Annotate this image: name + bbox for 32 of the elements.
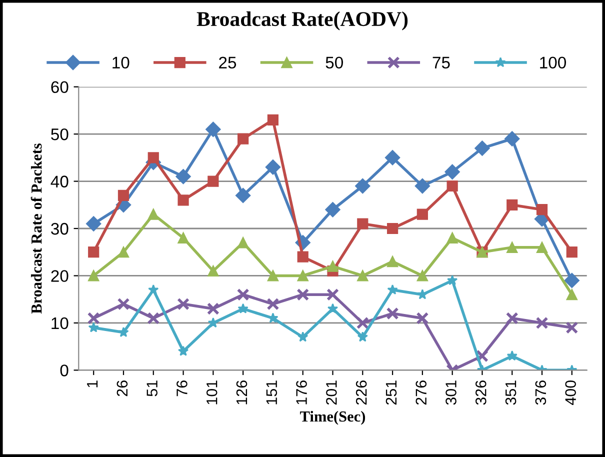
x-tick-label: 251: [386, 380, 397, 405]
x-tick-label: 76: [176, 380, 188, 396]
x-tick-label: 126: [236, 380, 248, 404]
x-tick-label: 400: [565, 380, 576, 406]
legend-label: 10: [112, 56, 130, 69]
y-tick-label: 50: [51, 128, 68, 140]
x-tick-label: 176: [296, 380, 307, 404]
y-axis-title: Broadcast Rate of Packets: [30, 144, 42, 314]
x-tick-label: 26: [116, 380, 128, 396]
x-tick-label: 376: [535, 380, 546, 405]
x-axis-title: Time(Sec): [300, 410, 366, 425]
x-tick-label: 301: [446, 380, 456, 405]
y-tick-label: 0: [60, 364, 68, 376]
x-tick-label: 226: [356, 380, 367, 405]
legend-label: 75: [432, 56, 450, 69]
y-tick-label: 60: [51, 81, 68, 94]
y-tick-label: 10: [52, 317, 68, 330]
y-tick-label: 40: [50, 176, 68, 188]
x-tick-label: 326: [476, 380, 486, 405]
x-tick-label: 101: [206, 380, 218, 404]
legend-label: 25: [219, 56, 236, 69]
x-tick-label: 51: [146, 380, 158, 396]
legend-label: 100: [540, 56, 566, 69]
y-tick-label: 20: [51, 270, 68, 282]
x-tick-label: 201: [326, 380, 337, 405]
x-tick-label: 276: [416, 380, 427, 405]
x-tick-label: 351: [505, 380, 516, 405]
y-tick-label: 30: [51, 222, 68, 235]
x-tick-label: 151: [266, 380, 278, 404]
legend-label: 50: [326, 56, 343, 69]
chart-title: Broadcast Rate(AODV): [196, 11, 408, 30]
x-tick-label: 1: [87, 380, 98, 388]
